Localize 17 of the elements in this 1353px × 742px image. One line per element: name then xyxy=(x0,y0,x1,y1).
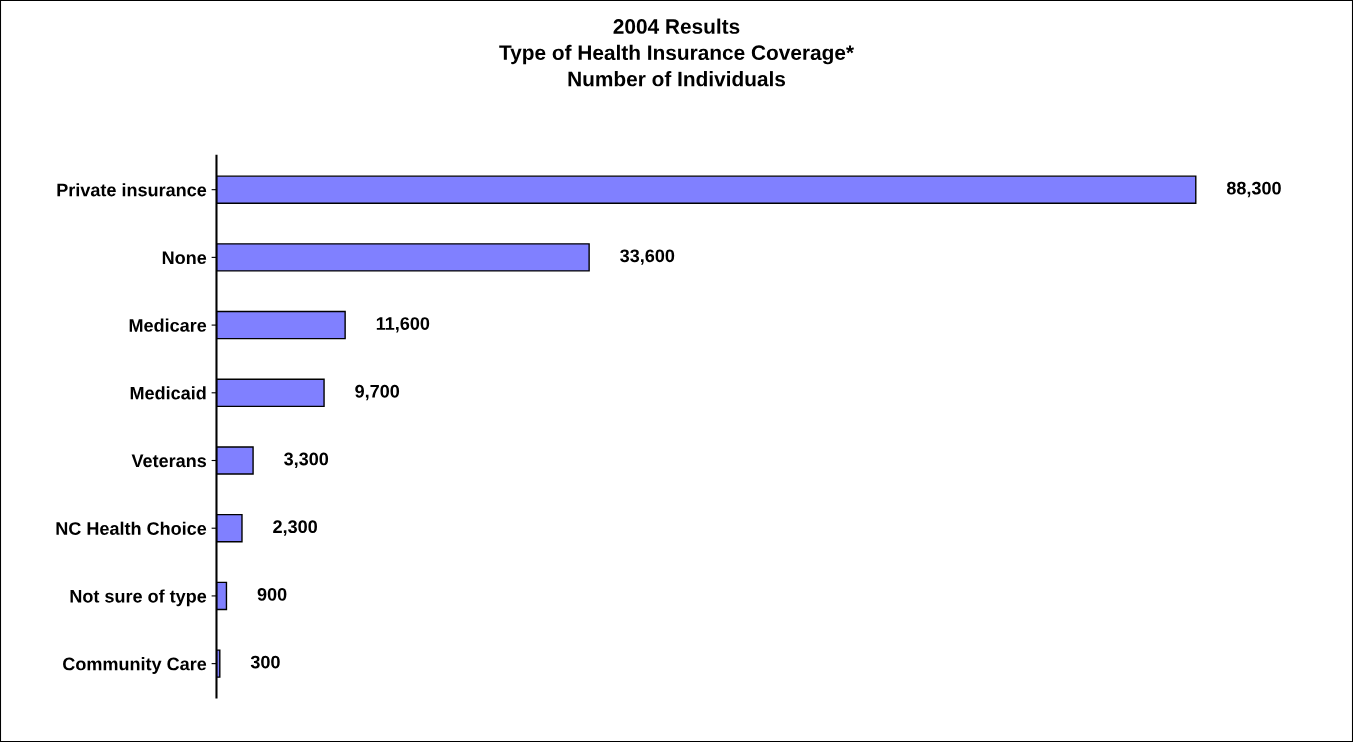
y-tick-label: Private insurance xyxy=(57,183,207,197)
data-label: 33,600 xyxy=(620,249,675,265)
data-label: 11,600 xyxy=(376,317,430,333)
y-tick-label: Community Care xyxy=(63,657,207,674)
data-label: 88,300 xyxy=(1226,181,1281,198)
y-tick-label: None xyxy=(162,251,207,265)
data-label: 300 xyxy=(250,655,280,669)
data-label: 900 xyxy=(257,587,287,601)
data-label: 3,300 xyxy=(284,452,329,468)
data-label: 9,700 xyxy=(355,384,400,401)
chart-title: 2004 Results Type of Health Insurance Coverage* Number of Individuals xyxy=(499,18,855,87)
y-tick-label: NC Health Choice xyxy=(56,521,207,535)
y-tick-label: Medicaid xyxy=(130,386,206,400)
y-tick-label: Veterans xyxy=(131,454,207,468)
data-label: 2,300 xyxy=(273,520,317,536)
y-tick-label: Not sure of type xyxy=(70,589,207,607)
y-tick-label: Medicare xyxy=(129,318,207,332)
